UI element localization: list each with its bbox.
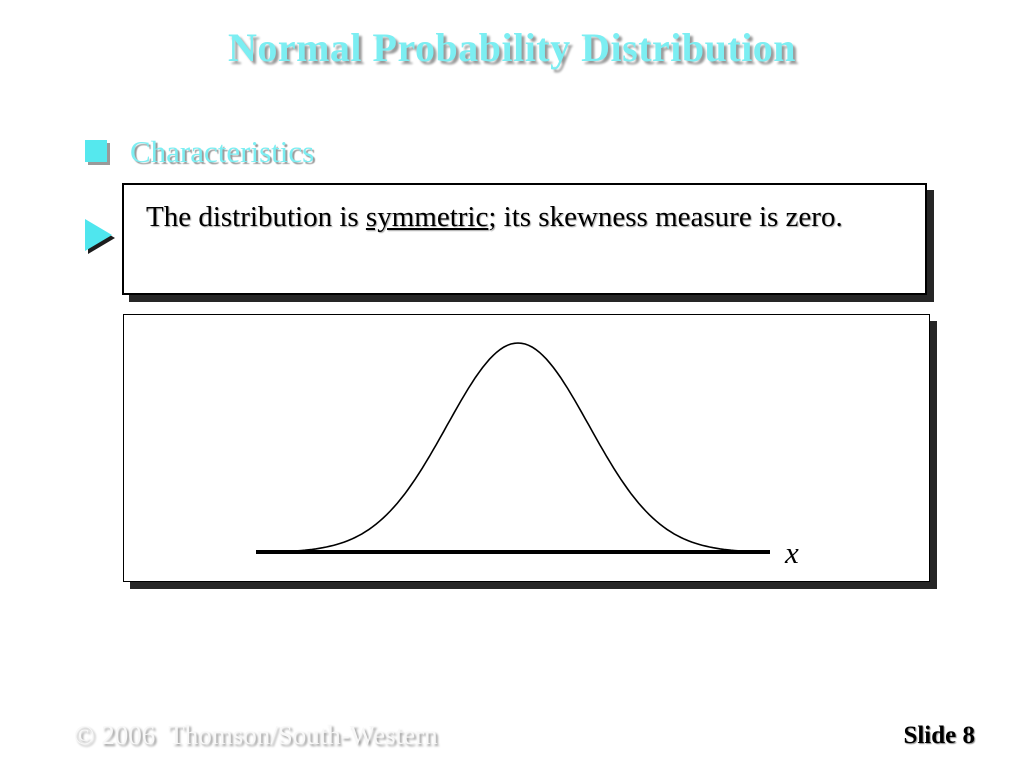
bell-curve-svg: x: [256, 342, 799, 570]
characteristics-bullet-row: Characteristics: [85, 134, 314, 170]
square-bullet-icon: [85, 140, 107, 162]
slide-title: Normal Probability Distribution: [227, 25, 797, 70]
triangle-arrow-bullet-icon: [85, 219, 112, 251]
footer-copyright: © 2006 Thomson/South-Western: [74, 720, 438, 750]
callout-text-underlined: symmetric: [365, 201, 489, 233]
x-axis-label: x: [784, 535, 799, 570]
callout-text-before: The distribution is: [146, 201, 366, 233]
callout-text: The distribution is symmetric; its skewn…: [146, 197, 885, 238]
callout-text-after: ; its skewness measure is zero.: [488, 201, 843, 233]
slide-number-label: Slide 8: [903, 722, 975, 749]
distribution-chart: x: [123, 314, 930, 582]
characteristics-label: Characteristics: [130, 134, 315, 169]
bell-curve-path: [297, 342, 739, 552]
callout-box: The distribution is symmetric; its skewn…: [122, 183, 927, 295]
